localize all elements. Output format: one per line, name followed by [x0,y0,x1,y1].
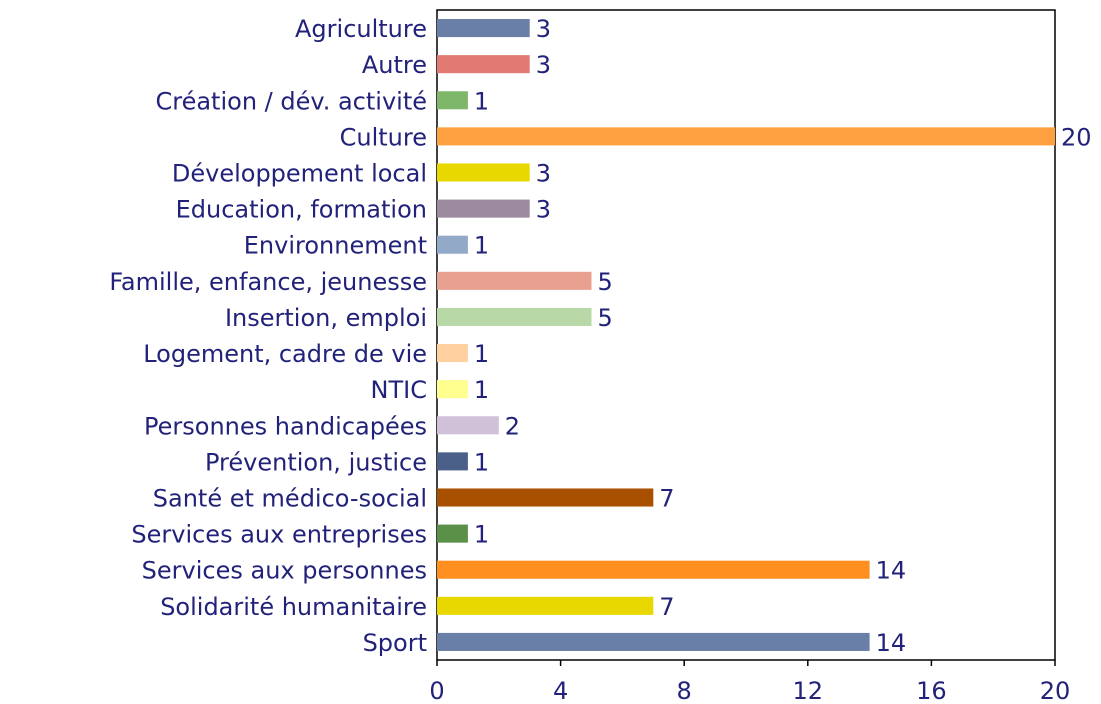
bar [437,271,592,290]
x-tick-label: 12 [793,677,824,704]
y-tick-label: Développement local [172,160,427,188]
bar [437,632,870,651]
data-label: 1 [474,87,489,115]
y-tick-label: Autre [362,51,427,79]
y-tick-label: Santé et médico-social [153,485,427,513]
data-label: 3 [536,196,551,224]
y-tick-label: Agriculture [295,15,427,43]
y-tick-label: Insertion, emploi [225,304,427,332]
y-tick-label: Sport [363,629,427,657]
plot-frame [436,9,1056,661]
data-label: 1 [474,376,489,404]
data-label: 3 [536,51,551,79]
bar [437,235,468,254]
x-tick-label: 8 [677,677,692,704]
bar [437,91,468,110]
data-label: 14 [876,557,907,585]
data-label: 1 [474,521,489,549]
bar [437,127,1055,146]
y-tick-label: Environnement [244,232,427,260]
data-label: 5 [598,304,613,332]
y-tick-label: Création / dév. activité [155,87,427,115]
bar [437,163,530,182]
data-label: 3 [536,160,551,188]
data-label: 3 [536,15,551,43]
y-tick-label: Prévention, justice [205,448,427,476]
y-tick-label: Services aux personnes [142,557,427,585]
data-label: 5 [598,268,613,296]
data-label: 1 [474,232,489,260]
data-label: 7 [659,593,674,621]
bar [437,596,654,615]
bar [437,55,530,74]
bar [437,524,468,543]
data-label: 2 [505,412,520,440]
bar [437,199,530,218]
bar [437,488,654,507]
bar [437,19,530,38]
y-tick-label: Solidarité humanitaire [160,593,427,621]
bar [437,452,468,471]
x-tick-label: 16 [916,677,947,704]
y-tick-label: Famille, enfance, jeunesse [109,268,427,296]
x-tick-label: 20 [1040,677,1071,704]
data-label: 20 [1061,123,1092,151]
bar [437,344,468,363]
data-label: 1 [474,340,489,368]
y-tick-label: Services aux entreprises [131,521,427,549]
y-tick-label: Logement, cadre de vie [143,340,427,368]
data-label: 1 [474,448,489,476]
x-tick-label: 4 [553,677,568,704]
bar [437,560,870,579]
y-tick-label: NTIC [371,376,427,404]
data-label: 14 [876,629,907,657]
y-tick-label: Personnes handicapées [144,412,427,440]
bar [437,307,592,326]
bar [437,380,468,399]
bar [437,416,499,435]
y-tick-label: Culture [340,123,427,151]
x-tick-label: 0 [429,677,444,704]
data-label: 7 [659,485,674,513]
y-tick-label: Education, formation [176,196,427,224]
